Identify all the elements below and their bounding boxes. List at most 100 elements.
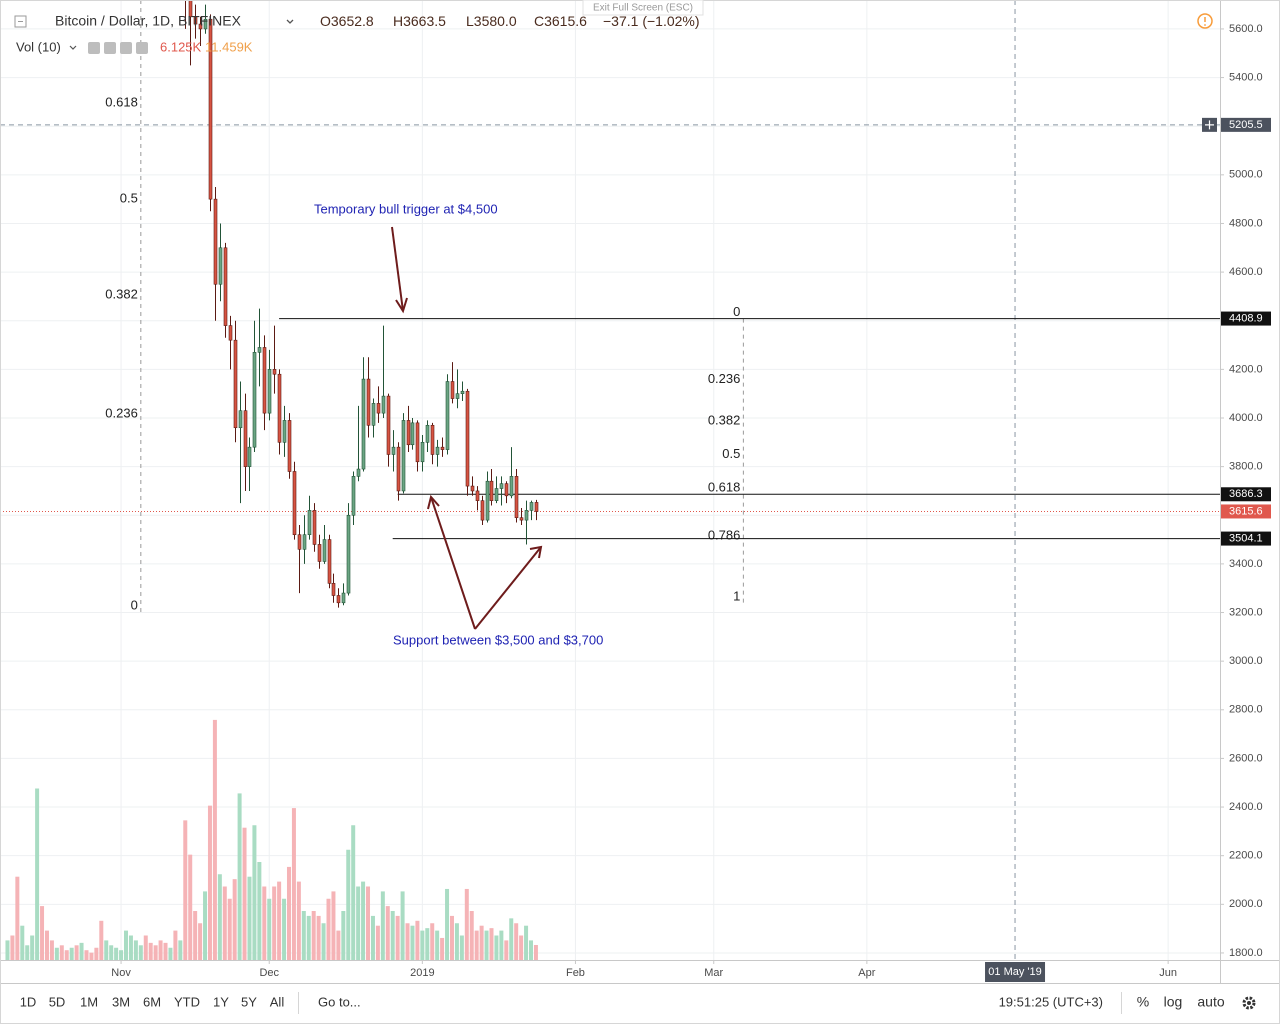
fib-level-label: 0.618 bbox=[105, 95, 138, 110]
volume-bar bbox=[286, 866, 291, 960]
goto-button[interactable]: Go to... bbox=[318, 994, 361, 1009]
candle-body bbox=[292, 471, 297, 536]
candle-body bbox=[252, 352, 257, 448]
x-tick-label: Jun bbox=[1159, 967, 1177, 979]
volume-bar bbox=[262, 886, 267, 960]
volume-bar bbox=[242, 827, 247, 960]
volume-label[interactable]: Vol (10) bbox=[16, 39, 61, 54]
ohlc-change: −37.1 (−1.02%) bbox=[603, 13, 700, 29]
volume-bar bbox=[89, 952, 94, 960]
volume-bar bbox=[133, 940, 138, 960]
symbol-title[interactable]: Bitcoin / Dollar, 1D, BITFINEX bbox=[55, 13, 242, 29]
range-button[interactable]: 1M bbox=[80, 994, 98, 1009]
candle-body bbox=[440, 446, 445, 450]
y-tick-label: 4600.0 bbox=[1229, 266, 1263, 278]
scale-option[interactable]: auto bbox=[1197, 994, 1224, 1010]
more-icon[interactable] bbox=[120, 42, 132, 54]
candle-body bbox=[396, 446, 401, 492]
volume-bar bbox=[153, 945, 158, 960]
fib-level-label: 1 bbox=[733, 588, 740, 603]
volume-bar bbox=[252, 825, 257, 960]
crosshair-date-label: 01 May '19 bbox=[988, 966, 1041, 978]
volume-bar bbox=[405, 923, 410, 960]
y-tick-label: 5000.0 bbox=[1229, 169, 1263, 181]
range-button[interactable]: 3M bbox=[112, 994, 130, 1009]
exit-fullscreen[interactable]: Exit Full Screen (ESC) bbox=[593, 3, 693, 14]
x-tick-label: Nov bbox=[111, 967, 131, 979]
candle-body bbox=[460, 390, 465, 394]
volume-bar bbox=[59, 945, 64, 960]
candle-body bbox=[445, 381, 450, 450]
range-button[interactable]: 5Y bbox=[241, 994, 257, 1009]
price-line-label: 3504.1 bbox=[1229, 532, 1263, 544]
candle-body bbox=[361, 378, 366, 470]
candle-body bbox=[282, 420, 287, 443]
candle-body bbox=[450, 381, 455, 399]
volume-bar bbox=[168, 947, 173, 960]
candle-body bbox=[509, 476, 514, 497]
fib-level-label: 0.618 bbox=[708, 480, 741, 495]
x-tick-label: Dec bbox=[259, 967, 279, 979]
candle-body bbox=[504, 483, 509, 497]
volume-bar bbox=[183, 820, 188, 960]
candle-body bbox=[425, 424, 430, 443]
arrow bbox=[430, 496, 476, 630]
scale-option[interactable]: % bbox=[1137, 994, 1149, 1010]
volume-bar bbox=[474, 930, 479, 960]
y-tick-label: 4800.0 bbox=[1229, 217, 1263, 229]
x-tick-label: Feb bbox=[566, 967, 585, 979]
volume-bar bbox=[380, 891, 385, 960]
scale-option[interactable]: log bbox=[1164, 994, 1183, 1010]
volume-value: 6.125K bbox=[160, 39, 202, 54]
range-button[interactable]: 1Y bbox=[213, 994, 229, 1009]
volume-bar bbox=[356, 886, 361, 960]
symbol-chevron[interactable] bbox=[286, 19, 294, 24]
range-button[interactable]: 5D bbox=[49, 994, 66, 1009]
y-tick-label: 3200.0 bbox=[1229, 606, 1263, 618]
volume-chevron[interactable] bbox=[69, 45, 77, 50]
candle-body bbox=[529, 502, 534, 511]
volume-bar bbox=[74, 945, 79, 960]
candle-body bbox=[341, 592, 346, 604]
eye-icon[interactable] bbox=[88, 42, 100, 54]
candle-body bbox=[193, 16, 198, 25]
candle-body bbox=[302, 534, 307, 550]
volume-bar bbox=[148, 942, 153, 960]
settings-gear[interactable] bbox=[1242, 996, 1256, 1010]
volume-bar bbox=[119, 950, 124, 960]
candle-body bbox=[228, 325, 233, 341]
fib-level-label: 0 bbox=[131, 597, 138, 612]
alert-icon[interactable] bbox=[1197, 13, 1213, 29]
volume-bar bbox=[178, 940, 183, 960]
candle-body bbox=[415, 422, 420, 463]
volume-bar bbox=[5, 940, 10, 960]
remove-icon[interactable] bbox=[136, 42, 148, 54]
volume-bar bbox=[410, 925, 415, 960]
ohlc-open: O3652.8 bbox=[320, 13, 374, 29]
y-tick-label: 2600.0 bbox=[1229, 752, 1263, 764]
volume-bar bbox=[519, 935, 524, 960]
exit-fullscreen-box[interactable] bbox=[582, 0, 704, 16]
volume-bar bbox=[257, 862, 262, 960]
range-button[interactable]: 6M bbox=[143, 994, 161, 1009]
range-button[interactable]: 1D bbox=[20, 994, 37, 1009]
volume-bar bbox=[291, 808, 296, 960]
arrow-head bbox=[427, 494, 440, 510]
candle-body bbox=[223, 247, 228, 326]
y-tick-label: 4200.0 bbox=[1229, 363, 1263, 375]
volume-bar bbox=[104, 940, 109, 960]
crosshair-price-label: 5205.5 bbox=[1229, 119, 1263, 131]
candle-body bbox=[356, 468, 361, 477]
volume-bar bbox=[237, 793, 242, 960]
range-button[interactable]: All bbox=[270, 994, 285, 1009]
volume-bar bbox=[198, 923, 203, 960]
range-button[interactable]: YTD bbox=[174, 994, 200, 1009]
settings-icon[interactable] bbox=[104, 42, 116, 54]
candle-body bbox=[272, 369, 277, 375]
volume-bar bbox=[375, 925, 380, 960]
candle-body bbox=[351, 476, 356, 516]
arrow bbox=[391, 226, 404, 312]
arrow-head bbox=[395, 297, 408, 314]
crosshair-add-icon bbox=[1205, 120, 1214, 130]
